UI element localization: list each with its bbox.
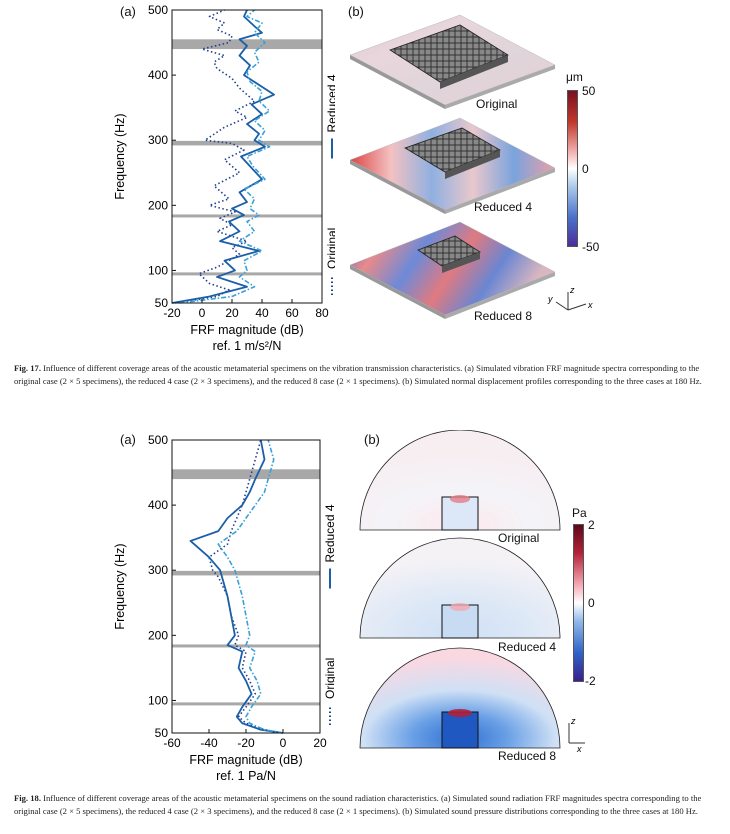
fig17-displacement-plates: z x y: [350, 14, 593, 319]
fig18-caption: Fig. 18. Influence of different coverage…: [14, 792, 720, 817]
fig17-view-label-original: Original: [476, 97, 518, 111]
band-3: [172, 469, 320, 480]
triad18-z-label: z: [570, 716, 576, 726]
series-line-0: [208, 439, 284, 734]
x-axis-unit: ref. 1 m/s²/N: [213, 339, 282, 353]
fig17-colorbar-tick-max: 50: [582, 84, 596, 98]
x-tick-label-1: 0: [199, 306, 206, 320]
fig18-colorbar-tick-max: 2: [588, 518, 595, 532]
x-tick-label-1: -40: [200, 736, 218, 750]
x-tick-label-4: 20: [313, 736, 327, 750]
fig17-view-label-reduced8: Reduced 8: [474, 309, 533, 323]
fig18-pressure-fields: z x: [359, 430, 585, 754]
triad-x-label: x: [587, 300, 593, 310]
fig18-caption-label: Fig. 18.: [14, 793, 41, 803]
x-tick-label-5: 80: [315, 306, 329, 320]
x-tick-label-0: -60: [163, 736, 181, 750]
y-tick-label-3: 300: [148, 563, 168, 577]
x-axis-unit: ref. 1 Pa/N: [216, 769, 276, 783]
band-0: [172, 272, 322, 276]
x-axis-label: FRF magnitude (dB): [190, 323, 303, 337]
series-line-2: [179, 9, 271, 304]
fig18-view-label-original: Original: [498, 531, 540, 545]
fig18-axes-triad: [568, 723, 585, 744]
x-tick-label-0: -20: [163, 306, 181, 320]
fig17-frf-chart: -20 0 20 40 60 80 50 100 200 300 400 500 FRF magnitu…: [113, 3, 335, 353]
band-1: [172, 214, 322, 218]
y-tick-label-2: 200: [148, 628, 168, 642]
fig17-colorbar: [567, 90, 578, 247]
y-tick-label-0: 50: [155, 726, 169, 740]
fig18-colorbar-tick-min: -2: [585, 674, 596, 688]
band-0: [172, 702, 320, 706]
y-tick-label-0: 50: [155, 296, 169, 310]
semicircle-reduced-4: [359, 537, 561, 639]
band-3: [172, 39, 322, 50]
x-tick-label-3: 40: [255, 306, 269, 320]
series-line-2: [217, 439, 284, 734]
y-tick-label-1: 100: [148, 263, 168, 277]
fig18-panel-a-label: (a): [120, 432, 136, 447]
x-tick-label-4: 60: [285, 306, 299, 320]
fig18-view-label-reduced8: Reduced 8: [498, 749, 557, 763]
series-line-1: [189, 439, 284, 734]
fig17-colorbar-tick-min: -50: [582, 240, 600, 254]
y-tick-label-4: 400: [148, 498, 168, 512]
y-axis-label: Frequency (Hz): [113, 113, 127, 199]
legend-original-label: Original: [323, 658, 335, 699]
x-axis-label: FRF magnitude (dB): [189, 753, 302, 767]
fig17-caption: Fig. 17. Influence of different coverage…: [14, 362, 720, 387]
y-tick-label-3: 300: [148, 133, 168, 147]
fig18-panel-b-label: (b): [364, 432, 380, 447]
legend-original-label: Original: [325, 228, 335, 269]
fig18-caption-text: Influence of different coverage areas of…: [14, 793, 702, 816]
x-tick-label-2: 20: [225, 306, 239, 320]
y-tick-label-5: 500: [148, 433, 168, 447]
y-axis-label: Frequency (Hz): [113, 543, 127, 629]
semicircle-reduced-8: [359, 647, 561, 749]
y-tick-label-4: 400: [148, 68, 168, 82]
fig17-colorbar-tick-zero: 0: [582, 162, 589, 176]
y-tick-label-5: 500: [148, 3, 168, 17]
plate-reduced-8: [350, 221, 556, 319]
x-tick-label-2: -20: [237, 736, 255, 750]
fig17-colorbar-unit: μm: [566, 70, 583, 84]
y-tick-label-2: 200: [148, 198, 168, 212]
fig18-colorbar: [573, 524, 584, 682]
plot-frame: [171, 9, 323, 304]
semicircle-original: [359, 430, 561, 531]
fig17-caption-text: Influence of different coverage areas of…: [14, 363, 702, 386]
x-tick-label-3: 0: [280, 736, 287, 750]
band-2: [172, 140, 322, 146]
fig18-colorbar-tick-zero: 0: [588, 596, 595, 610]
series-line-1: [171, 9, 275, 304]
fig17-caption-label: Fig. 17.: [14, 363, 41, 373]
legend-reduced-4-label: Reduced 4: [325, 74, 335, 132]
fig17-view-label-reduced4: Reduced 4: [474, 200, 533, 214]
plate-original: [350, 14, 556, 109]
plot-frame: [171, 439, 321, 734]
plate-reduced-4: [350, 117, 556, 214]
triad-y-label: y: [547, 294, 553, 304]
legend-reduced-4-label: Reduced 4: [323, 504, 335, 562]
fig17-panel-a-label: (a): [120, 4, 136, 19]
fig18-frf-chart: -60 -40 -20 0 20 50 100 200 300 400 500 FRF magnitu…: [113, 433, 335, 783]
fig18-view-label-reduced4: Reduced 4: [498, 640, 557, 654]
triad18-x-label: x: [576, 744, 582, 754]
fig18-colorbar-unit: Pa: [572, 506, 587, 520]
y-tick-label-1: 100: [148, 693, 168, 707]
fig17-panel-b-label: (b): [348, 4, 364, 19]
band-2: [172, 570, 320, 576]
fig17-axes-triad: [555, 292, 587, 311]
triad-z-label: z: [569, 285, 575, 295]
